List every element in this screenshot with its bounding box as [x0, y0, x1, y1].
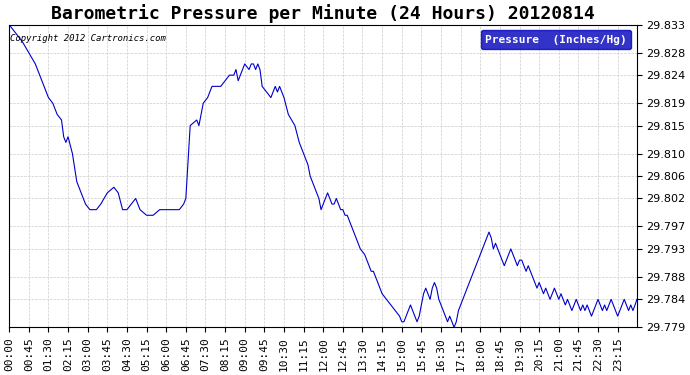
- Text: Copyright 2012 Cartronics.com: Copyright 2012 Cartronics.com: [10, 34, 166, 43]
- Title: Barometric Pressure per Minute (24 Hours) 20120814: Barometric Pressure per Minute (24 Hours…: [51, 4, 595, 23]
- Legend: Pressure  (Inches/Hg): Pressure (Inches/Hg): [481, 30, 631, 49]
